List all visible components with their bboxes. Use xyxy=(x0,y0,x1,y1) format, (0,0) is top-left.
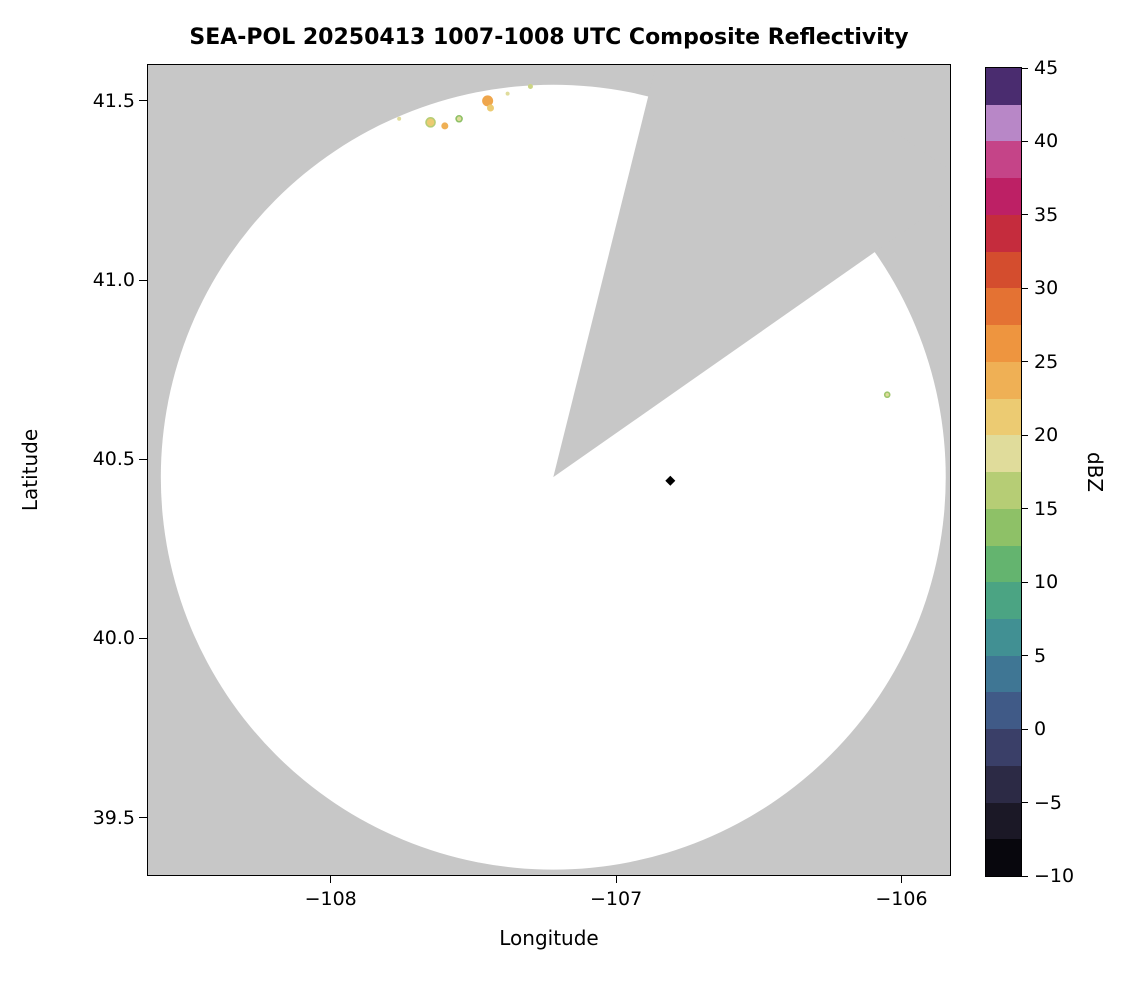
x-tick-label: −106 xyxy=(875,888,928,910)
y-tick-label: 41.5 xyxy=(92,89,135,112)
colorbar-tick-mark xyxy=(1022,875,1028,877)
colorbar-tick-label: 15 xyxy=(1034,497,1059,520)
colorbar-tick-mark xyxy=(1022,434,1028,436)
colorbar-tick-mark xyxy=(1022,581,1028,583)
colorbar-step xyxy=(986,68,1021,105)
colorbar-tick-label: 5 xyxy=(1034,644,1047,667)
colorbar-step xyxy=(986,802,1021,840)
colorbar-tick-mark xyxy=(1022,214,1028,216)
reflectivity-echo xyxy=(527,84,533,90)
colorbar-step xyxy=(986,398,1021,436)
reflectivity-echo xyxy=(505,91,510,96)
missing-data-sector xyxy=(553,65,950,478)
x-tick-mark xyxy=(615,876,617,883)
colorbar-tick-mark xyxy=(1022,67,1028,69)
y-tick-label: 40.5 xyxy=(92,448,135,471)
colorbar-step xyxy=(986,619,1021,656)
colorbar-step xyxy=(986,288,1021,326)
colorbar-tick-label: 10 xyxy=(1034,571,1059,594)
reflectivity-echo xyxy=(482,95,494,107)
colorbar-tick-label: 45 xyxy=(1034,57,1059,79)
colorbar-tick-label: 40 xyxy=(1034,130,1059,153)
colorbar-tick-mark xyxy=(1022,287,1028,289)
colorbar-step xyxy=(986,178,1021,215)
y-tick-mark xyxy=(139,279,147,281)
colorbar-tick-label: 30 xyxy=(1034,277,1059,300)
colorbar-step xyxy=(986,214,1021,252)
colorbar-tick-mark xyxy=(1022,728,1028,730)
colorbar-step xyxy=(986,361,1021,399)
colorbar-label: dBZ xyxy=(1083,451,1107,493)
x-tick-mark xyxy=(330,876,332,883)
colorbar-tick-label: 20 xyxy=(1034,424,1059,447)
plot-area xyxy=(147,64,951,876)
colorbar-tick-mark xyxy=(1022,802,1028,804)
x-axis-label: Longitude xyxy=(499,926,599,950)
colorbar-gradient xyxy=(986,68,1021,877)
colorbar-tick-mark xyxy=(1022,140,1028,142)
x-tick-mark xyxy=(900,876,902,883)
y-tick-label: 41.0 xyxy=(92,269,135,292)
reflectivity-echo xyxy=(397,116,402,121)
y-axis-label: Latitude xyxy=(18,428,42,512)
colorbar-tick-mark xyxy=(1022,508,1028,510)
colorbar-step xyxy=(986,104,1021,142)
colorbar-tick-mark xyxy=(1022,361,1028,363)
x-tick-label: −108 xyxy=(304,888,357,910)
colorbar-step xyxy=(986,655,1021,693)
chart-title: SEA-POL 20250413 1007-1008 UTC Composite… xyxy=(189,25,909,50)
colorbar-step xyxy=(986,141,1021,179)
colorbar-step xyxy=(986,582,1021,620)
y-tick-mark xyxy=(139,637,147,639)
colorbar-step xyxy=(986,839,1021,877)
colorbar-tick-label: 0 xyxy=(1034,718,1047,741)
reflectivity-echo xyxy=(486,104,494,112)
colorbar-tick-label: 35 xyxy=(1034,203,1059,226)
reflectivity-echo xyxy=(883,391,891,399)
radar-site-marker xyxy=(665,475,676,486)
colorbar-tick-label: −10 xyxy=(1034,865,1075,887)
y-tick-mark xyxy=(139,100,147,102)
colorbar-step xyxy=(986,435,1021,473)
reflectivity-echo xyxy=(425,117,436,128)
colorbar-step xyxy=(986,472,1021,509)
colorbar-step xyxy=(986,729,1021,766)
colorbar-step xyxy=(986,765,1021,803)
colorbar-step xyxy=(986,508,1021,546)
y-tick-mark xyxy=(139,817,147,819)
colorbar-tick-label: −5 xyxy=(1034,791,1063,814)
radar-map xyxy=(148,65,950,875)
colorbar-step xyxy=(986,545,1021,583)
y-tick-mark xyxy=(139,458,147,460)
x-tick-label: −107 xyxy=(589,888,643,910)
colorbar-step xyxy=(986,325,1021,362)
colorbar xyxy=(985,67,1022,877)
reflectivity-echo xyxy=(441,122,449,130)
colorbar-step xyxy=(986,692,1021,730)
reflectivity-echo xyxy=(455,114,463,123)
colorbar-tick-mark xyxy=(1022,655,1028,657)
colorbar-step xyxy=(986,251,1021,289)
colorbar-tick-label: 25 xyxy=(1034,350,1059,373)
y-tick-label: 39.5 xyxy=(92,806,135,829)
y-tick-label: 40.0 xyxy=(92,627,135,650)
